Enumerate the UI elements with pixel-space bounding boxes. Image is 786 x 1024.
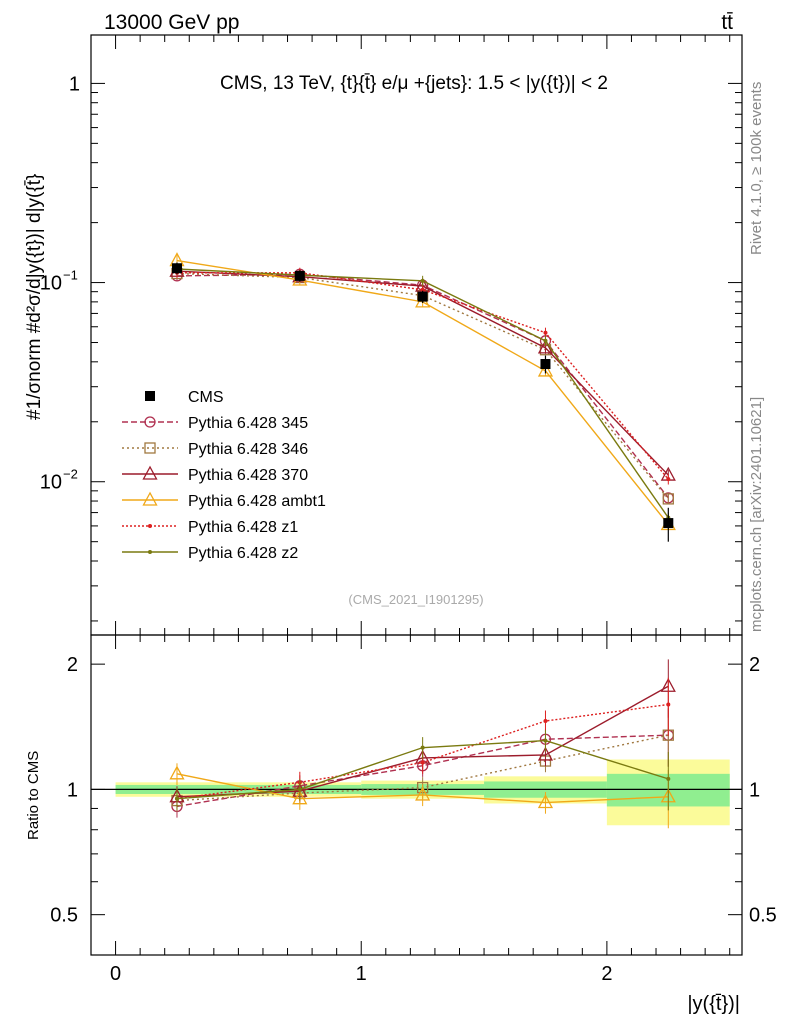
analysis-id: (CMS_2021_I1901295) bbox=[348, 592, 483, 607]
legend-label: Pythia 6.428 z2 bbox=[188, 545, 298, 562]
series-point-main bbox=[420, 287, 425, 292]
legend-label: Pythia 6.428 346 bbox=[188, 441, 308, 458]
series-point-ratio bbox=[543, 719, 548, 724]
data-point bbox=[171, 263, 182, 274]
main-y-axis-title: #1/σnorm #d²σ/d|y({t})| d|y({t̄} bbox=[24, 174, 45, 420]
process-label: tt̄ bbox=[721, 11, 733, 34]
legend-marker bbox=[144, 416, 156, 428]
data-point bbox=[417, 291, 428, 302]
series-point-ratio bbox=[543, 738, 548, 743]
mcplots-label: mcplots.cern.ch [arXiv:2401.10621] bbox=[748, 397, 765, 632]
series-point-ratio bbox=[415, 786, 431, 801]
series-point-main bbox=[662, 493, 674, 505]
legend-marker bbox=[142, 491, 158, 506]
series-point-main bbox=[666, 477, 671, 482]
series-point-ratio bbox=[666, 702, 671, 707]
legend-label: Pythia 6.428 345 bbox=[188, 415, 308, 432]
data-point bbox=[294, 270, 305, 281]
series-point-main bbox=[543, 330, 548, 335]
series-point-ratio bbox=[420, 760, 425, 765]
legend-label-data: CMS bbox=[188, 389, 224, 406]
legend-marker bbox=[148, 524, 152, 528]
ratio-y-tick-label-left: 0.5 bbox=[50, 905, 78, 927]
series-line-main bbox=[176, 273, 669, 499]
ratio-panel-frame bbox=[90, 634, 743, 956]
main-y-tick-exponent: −1 bbox=[63, 268, 78, 283]
legend-marker bbox=[142, 465, 158, 480]
series-point-main bbox=[537, 339, 554, 354]
main-y-tick-exponent: −2 bbox=[63, 467, 78, 482]
x-tick-label: 2 bbox=[601, 963, 612, 985]
data-point bbox=[540, 359, 551, 370]
data-point bbox=[663, 518, 674, 529]
ratio-y-tick-label-right: 2 bbox=[749, 654, 760, 676]
ratio-y-tick-label-left: 2 bbox=[67, 654, 78, 676]
series-point-main bbox=[420, 278, 425, 283]
series-point-main bbox=[543, 338, 548, 343]
series-point-ratio bbox=[297, 787, 302, 792]
legend-label: Pythia 6.428 z1 bbox=[188, 519, 298, 536]
energy-label: 13000 GeV pp bbox=[104, 11, 239, 34]
series-point-ratio bbox=[666, 776, 671, 781]
ratio-y-axis-title: Ratio to CMS bbox=[25, 751, 42, 840]
legend-label: Pythia 6.428 370 bbox=[188, 467, 308, 484]
x-tick-label: 1 bbox=[356, 963, 367, 985]
main-y-tick-label: 1 bbox=[69, 73, 80, 95]
legend-marker bbox=[144, 442, 156, 454]
series-point-ratio bbox=[169, 765, 185, 780]
legend-label: Pythia 6.428 ambt1 bbox=[188, 493, 326, 510]
ratio-y-tick-label-right: 1 bbox=[749, 779, 760, 801]
series-point-ratio bbox=[292, 790, 308, 805]
ratio-y-tick-label-left: 1 bbox=[67, 779, 78, 801]
series-point-main bbox=[537, 362, 554, 377]
series-point-ratio bbox=[420, 745, 425, 750]
rivet-label: Rivet 4.1.0, ≥ 100k events bbox=[748, 82, 765, 255]
plot-title: CMS, 13 TeV, {t}{t̄} e/μ +{jets}: 1.5 < … bbox=[220, 73, 608, 94]
legend-marker bbox=[148, 550, 152, 554]
series-point-ratio bbox=[174, 796, 179, 801]
x-axis-title: |y({t̄})| bbox=[687, 993, 740, 1015]
series-point-ratio bbox=[537, 794, 554, 809]
ratio-y-tick-label-right: 0.5 bbox=[749, 905, 777, 927]
x-tick-label: 0 bbox=[110, 963, 121, 985]
legend-marker-data bbox=[145, 391, 155, 401]
series-point-ratio bbox=[537, 746, 554, 761]
main-y-tick-label: 10 bbox=[40, 472, 62, 494]
main-y-tick-label: 10 bbox=[40, 273, 62, 295]
